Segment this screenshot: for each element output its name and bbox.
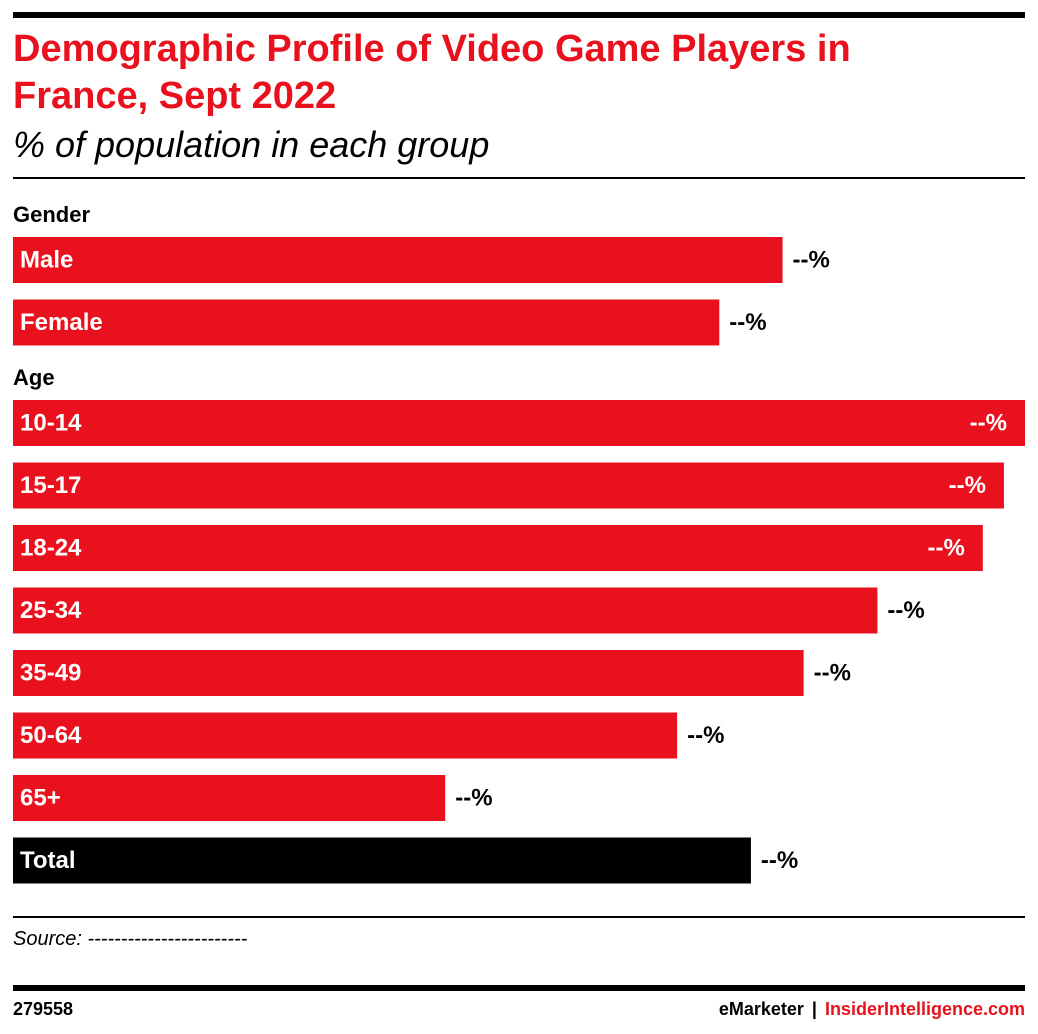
category-label: Total [20,847,76,874]
brand-separator: | [811,999,817,1019]
category-label: Male [20,246,73,273]
bar [13,299,720,346]
value-label: --% [970,409,1007,436]
value-label: --% [729,309,766,336]
category-label: 25-34 [20,597,82,624]
value-label: --% [793,246,830,273]
chart-id: 279558 [13,999,74,1019]
chart-subtitle: % of population in each group [13,124,490,165]
category-label: 15-17 [20,472,81,499]
header-rule [13,177,1025,179]
bar [13,587,878,634]
chart-title: Demographic Profile of Video Game Player… [13,28,851,117]
value-label: --% [455,784,492,811]
value-label: --% [687,722,724,749]
group-label: Age [13,365,55,390]
bar [13,650,804,696]
footer-rule [13,985,1025,991]
top-rule [13,12,1025,18]
value-label: --% [949,472,986,499]
bar [13,775,446,821]
category-label: 65+ [20,784,61,811]
category-label: 35-49 [20,659,81,686]
category-label: 18-24 [20,534,82,561]
bar [13,525,983,571]
brand: eMarketer [718,999,804,1019]
bar [13,400,1025,446]
bar [13,712,678,759]
category-label: 10-14 [20,409,82,436]
value-label: --% [761,847,798,874]
bar [13,837,751,884]
source: Source: ------------------------ [13,928,248,950]
value-label: --% [928,534,965,561]
category-label: 50-64 [20,722,82,749]
category-label: Female [20,309,103,336]
value-label: --% [814,659,851,686]
chart: Gender Male --% Female --% Age 10-14 --% 15-17 --… [13,202,1025,884]
brands: eMarketer | InsiderIntelligence.com [711,999,1025,1020]
bar [13,237,783,283]
value-label: --% [887,597,924,624]
group-label: Gender [13,202,90,227]
bar [13,462,1004,509]
source-rule [13,916,1025,918]
brand: InsiderIntelligence.com [824,999,1025,1019]
